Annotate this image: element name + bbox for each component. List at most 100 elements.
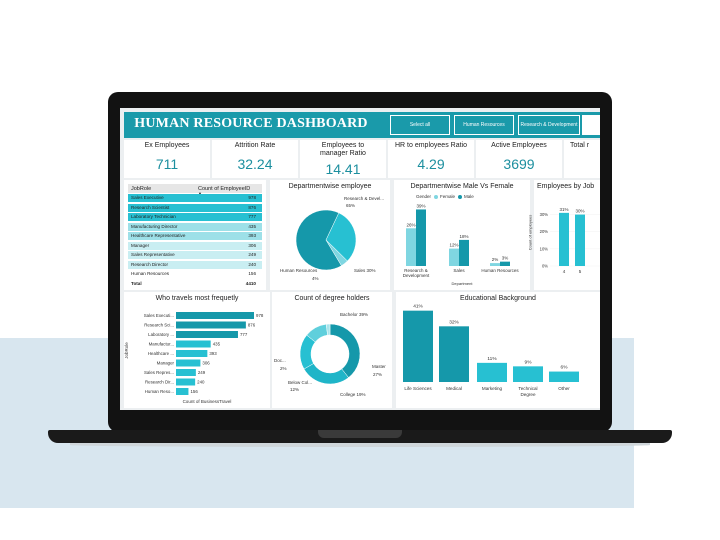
slice-label-doctor-pct: 2% <box>280 366 287 371</box>
y-tick-label: Manufactur... <box>149 342 174 347</box>
cell-count: 240 <box>248 261 256 267</box>
bar-data-label: 249 <box>198 370 206 375</box>
bar-data-label: 156 <box>190 389 198 394</box>
x-tick-label: Medical <box>446 386 462 391</box>
column-header-count[interactable]: Count of EmployeeID <box>198 186 251 192</box>
slice-label-bachelor: Bachelor 39% <box>340 312 369 317</box>
y-tick-label: Human Reso... <box>145 389 174 394</box>
travel-chart: Who travels most frequetly Sales Executi… <box>124 292 270 408</box>
x-tick-label: 5 <box>579 269 582 274</box>
education-bar <box>513 366 543 382</box>
kpi-active-employees: Active Employees 3699 <box>476 140 562 178</box>
y-tick-label: 30% <box>540 212 549 217</box>
table-row[interactable]: Laboratory Technician 777 <box>128 213 262 221</box>
table-row[interactable]: Manager 306 <box>128 241 262 250</box>
y-tick-label: Research Sci... <box>144 323 174 328</box>
table-row[interactable]: Research Director 240 <box>128 260 262 269</box>
female-data-label: 26% <box>406 222 415 227</box>
table-row[interactable]: Manufacturing Director 435 <box>128 222 262 231</box>
x-tick-label: Marketing <box>482 386 503 391</box>
bar-data-label: 41% <box>413 304 423 310</box>
chart-title: Departmentwise Male Vs Female <box>410 183 514 190</box>
education-bar <box>549 371 579 382</box>
total-value: 4410 <box>245 281 256 286</box>
x-tick-label: Technical <box>518 386 537 391</box>
donut-slice <box>329 323 361 378</box>
slicer-research-development[interactable]: Research & Development <box>518 115 580 135</box>
job-level-svg: 30% 20% 10% 0% 31% 4 30% 5 <box>540 207 600 274</box>
bar-data-label: 876 <box>248 323 256 328</box>
degree-chart: Count of degree holders Bachelor 39% Mas… <box>272 292 392 408</box>
bar-data-label: 6% <box>561 365 569 371</box>
slicer-more[interactable] <box>582 115 600 135</box>
dept-employee-chart: Departmentwise employee Research & Devel… <box>270 180 390 290</box>
kpi-label: Employees to manager Ratio <box>320 142 366 157</box>
table-row[interactable]: Human Resources 156 <box>128 270 262 278</box>
dept-gender-chart: Departmentwise Male Vs Female Gender Fem… <box>394 180 530 290</box>
cell-count: 978 <box>248 195 256 200</box>
y-axis-title: JobRole <box>123 342 129 359</box>
slicer-human-resources[interactable]: Human Resources <box>454 115 514 135</box>
female-data-label: 2% <box>492 257 499 262</box>
table-row[interactable]: Sales Representative 249 <box>128 251 262 259</box>
legend-male-icon <box>458 195 462 199</box>
table-row[interactable]: Sales Executive 978 <box>128 194 262 202</box>
travel-bar <box>176 359 201 367</box>
female-bar <box>449 248 459 266</box>
pie-slice <box>325 239 348 267</box>
legend-male[interactable]: Male <box>464 194 474 199</box>
y-tick-label: 20% <box>540 229 549 234</box>
slice-label-master-pct: 27% <box>373 372 383 377</box>
kpi-label: Total r <box>570 142 590 149</box>
travel-bar <box>176 350 208 357</box>
total-label: Total <box>131 281 142 286</box>
slice-label-below-college-pct: 12% <box>290 387 300 392</box>
legend-female-icon <box>434 195 438 199</box>
cell-count: 306 <box>248 242 256 248</box>
kpi-label: HR to employees Ratio <box>395 142 467 149</box>
slice-label-hr-pct: 4% <box>312 276 319 281</box>
job-bar <box>575 214 585 266</box>
kpi-hr-employees-ratio: HR to employees Ratio 4.29 <box>388 140 474 178</box>
kpi-value: 3699 <box>503 156 535 172</box>
kpi-total: Total r <box>564 140 600 178</box>
bar-data-label: 240 <box>197 380 205 385</box>
kpi-ex-employees: Ex Employees 711 <box>124 140 210 178</box>
x-label-hr: Human Resources <box>481 268 519 273</box>
table-header: JobRole Count of EmployeeID ▼ <box>128 184 262 196</box>
chart-title: Who travels most frequetly <box>155 295 239 302</box>
cell-count: 435 <box>248 223 256 229</box>
y-axis-title: Count of employees <box>527 214 533 251</box>
legend-title: Gender <box>416 194 432 199</box>
kpi-value: 4.29 <box>417 156 445 172</box>
legend-female[interactable]: Female <box>440 194 456 199</box>
chart-title: Departmentwise employee <box>288 183 372 190</box>
cell-jobrole: Human Resources <box>131 271 170 276</box>
dept-gender-svg: 26% 39% 12%18% 2% 3% <box>406 203 510 266</box>
bar-data-label: 31% <box>559 207 568 212</box>
jobrole-table: JobRole Count of EmployeeID ▼ Sales Exec… <box>124 180 266 290</box>
bar-data-label: 306 <box>202 361 210 366</box>
sort-indicator-icon[interactable]: ▼ <box>198 191 202 196</box>
y-tick-label: Laboratory ... <box>148 332 174 337</box>
travel-bar <box>176 340 211 348</box>
slice-label-hr: Human Resources <box>280 268 318 273</box>
y-tick-label: Manager <box>157 361 175 366</box>
table-row[interactable]: Research Scientist 876 <box>128 203 262 212</box>
column-header-jobrole[interactable]: JobRole <box>131 186 152 192</box>
travel-bar <box>176 388 189 395</box>
y-tick-label: Research Dir... <box>145 380 174 385</box>
x-tick-label: Other <box>558 386 570 391</box>
slicer-select-all[interactable]: Select all <box>390 115 450 135</box>
y-tick-label: Healthcare ... <box>148 351 174 356</box>
dashboard-screen: HUMAN RESOURCE DASHBOARD Select all Huma… <box>120 108 600 410</box>
cell-jobrole: Laboratory Technician <box>131 214 176 219</box>
travel-bar <box>176 321 246 329</box>
travel-bar <box>176 369 196 376</box>
cell-count: 393 <box>248 233 256 238</box>
bar-data-label: 393 <box>209 351 217 356</box>
slice-label-doctor: Doc... <box>274 358 286 363</box>
cell-jobrole: Sales Executive <box>131 195 164 200</box>
cell-jobrole: Research Director <box>131 261 169 267</box>
table-row[interactable]: Healthcare Representative 393 <box>128 232 262 240</box>
